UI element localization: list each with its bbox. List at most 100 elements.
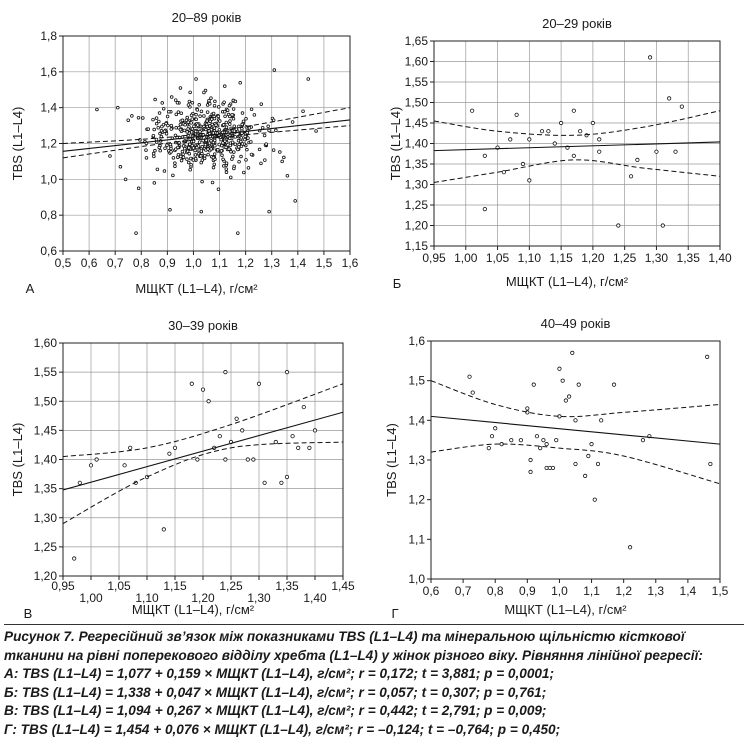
data-point-d xyxy=(489,434,495,439)
caption-equation-a: А: TBS (L1–L4) = 1,077 + 0,159 × МЩКТ (L… xyxy=(4,666,555,682)
data-point-a xyxy=(174,147,178,151)
data-point-a xyxy=(285,173,290,178)
data-point-b xyxy=(673,149,678,154)
data-point-a xyxy=(306,77,311,81)
data-point-a xyxy=(290,120,295,124)
y-tick-label-a: 1,6 xyxy=(40,65,57,79)
data-point-a xyxy=(160,124,164,129)
data-point-a xyxy=(181,144,186,148)
confidence-band-upper-d xyxy=(431,380,720,418)
data-point-b xyxy=(635,157,640,162)
data-point-a xyxy=(211,165,216,170)
data-point-a xyxy=(249,107,254,112)
x-tick-label-d: 1,2 xyxy=(615,584,632,598)
data-point-a xyxy=(242,170,246,175)
data-point-a xyxy=(211,131,216,135)
data-point-c xyxy=(167,451,172,456)
data-point-a xyxy=(165,143,169,147)
data-point-a xyxy=(189,113,194,118)
data-point-a xyxy=(259,102,264,106)
data-point-a xyxy=(181,155,186,159)
data-point-a xyxy=(230,157,234,161)
data-point-a xyxy=(209,147,213,151)
x-tick-label-d: 0,9 xyxy=(519,584,536,598)
data-point-a xyxy=(194,117,198,122)
data-point-a xyxy=(227,147,231,151)
data-point-a xyxy=(264,142,268,146)
data-point-a xyxy=(197,140,202,144)
y-tick-label-c: 1,50 xyxy=(34,394,58,408)
data-point-a xyxy=(237,145,241,149)
data-point-a xyxy=(168,142,173,147)
data-point-a xyxy=(174,112,179,117)
data-point-c xyxy=(307,445,312,450)
data-point-a xyxy=(217,142,221,147)
data-point-c xyxy=(312,428,318,433)
panel-letter-a: А xyxy=(26,281,35,296)
data-point-c xyxy=(223,370,228,375)
data-point-a xyxy=(266,124,270,129)
data-point-a xyxy=(271,148,276,152)
data-point-a xyxy=(240,111,245,115)
y-tick-label-a: 1,4 xyxy=(40,101,57,115)
data-point-a xyxy=(243,137,247,142)
data-point-a xyxy=(233,99,238,104)
data-point-a xyxy=(208,101,212,106)
data-point-a xyxy=(187,151,192,156)
data-point-c xyxy=(195,457,200,462)
data-point-c xyxy=(296,445,301,450)
data-point-a xyxy=(173,98,178,102)
data-point-d xyxy=(550,465,556,471)
data-point-a xyxy=(228,143,232,148)
x-tick-label-b: 1,25 xyxy=(613,251,637,265)
data-point-a xyxy=(237,159,241,164)
data-point-a xyxy=(199,160,203,165)
data-point-b xyxy=(527,178,532,183)
data-point-a xyxy=(207,141,212,145)
figure-caption: Рисунок 7. Регресійний зв’язок між показ… xyxy=(4,624,744,740)
data-point-c xyxy=(122,463,127,468)
data-point-a xyxy=(157,145,161,150)
data-point-c xyxy=(217,434,222,439)
data-point-a xyxy=(225,108,230,112)
x-tick-label-c: 1,45 xyxy=(331,579,355,593)
data-point-a xyxy=(212,116,217,121)
data-point-d xyxy=(541,438,546,443)
data-point-a xyxy=(159,129,164,133)
x-tick-label-c: 1,25 xyxy=(219,579,243,593)
data-point-a xyxy=(185,157,189,161)
data-point-a xyxy=(167,109,171,114)
data-point-a xyxy=(193,156,198,161)
data-point-a xyxy=(190,100,195,105)
x-tick-label-d: 0,7 xyxy=(455,584,472,598)
data-point-a xyxy=(154,116,159,120)
data-point-c xyxy=(234,416,239,421)
data-point-a xyxy=(241,119,246,124)
data-point-a xyxy=(246,166,251,170)
data-point-a xyxy=(259,161,263,166)
data-point-b xyxy=(571,108,576,113)
data-point-a xyxy=(146,127,151,131)
data-point-b xyxy=(470,108,475,113)
caption-equation-c: В: TBS (L1–L4) = 1,094 + 0,267 × МЩКТ (L… xyxy=(4,703,547,719)
data-point-a xyxy=(223,139,227,143)
data-point-a xyxy=(224,120,229,125)
data-point-a xyxy=(205,110,210,114)
data-point-a xyxy=(188,142,192,147)
y-axis-label-d: TBS (L1–L4) xyxy=(384,423,399,497)
y-tick-label-c: 1,30 xyxy=(34,511,58,525)
y-tick-label-d: 1,5 xyxy=(408,374,425,388)
data-point-a xyxy=(293,199,297,203)
data-point-a xyxy=(220,153,224,158)
panel-letter-b: Б xyxy=(393,276,402,291)
data-point-a xyxy=(246,136,250,140)
data-point-a xyxy=(274,128,278,133)
data-point-d xyxy=(470,390,475,395)
y-tick-label-b: 1,65 xyxy=(405,34,429,48)
x-tick-label-c: 0,95 xyxy=(51,579,75,593)
panel-letter-d: Г xyxy=(391,606,398,621)
data-point-d xyxy=(708,461,713,467)
confidence-band-upper-c xyxy=(63,383,343,458)
data-point-a xyxy=(95,107,99,112)
data-point-a xyxy=(202,90,206,95)
